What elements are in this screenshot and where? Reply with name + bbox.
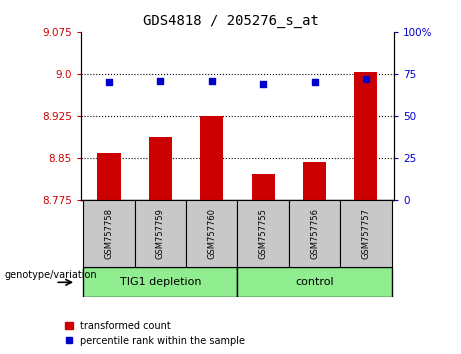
Point (157, 78, 164, 84)
Point (311, 80, 318, 85)
Bar (200, 116, 223, 200)
Point (105, 80, 112, 85)
Bar (355, 72, 378, 200)
Bar (135, 200, 186, 267)
Bar (340, 200, 391, 267)
Point (362, 76, 370, 82)
Bar (237, 200, 289, 267)
Bar (289, 200, 340, 267)
Legend: transformed count, percentile rank within the sample: transformed count, percentile rank withi… (65, 321, 245, 346)
Text: GDS4818 / 205276_s_at: GDS4818 / 205276_s_at (142, 14, 319, 28)
Point (260, 81, 267, 87)
Point (208, 78, 215, 84)
Text: genotype/variation: genotype/variation (5, 270, 97, 280)
Bar (186, 200, 237, 267)
Bar (303, 162, 326, 200)
Bar (83, 200, 135, 267)
Text: control: control (295, 277, 334, 287)
Text: GSM757756: GSM757756 (310, 208, 319, 259)
Bar (97, 154, 120, 200)
Bar (83, 267, 237, 297)
Text: GSM757759: GSM757759 (156, 208, 165, 259)
Bar (237, 267, 391, 297)
Bar (149, 137, 172, 200)
Text: GSM757760: GSM757760 (207, 208, 216, 259)
Text: GSM757757: GSM757757 (361, 208, 370, 259)
Text: TIG1 depletion: TIG1 depletion (119, 277, 201, 287)
Text: GSM757758: GSM757758 (105, 208, 113, 259)
Text: GSM757755: GSM757755 (259, 208, 267, 259)
Bar (252, 174, 275, 200)
